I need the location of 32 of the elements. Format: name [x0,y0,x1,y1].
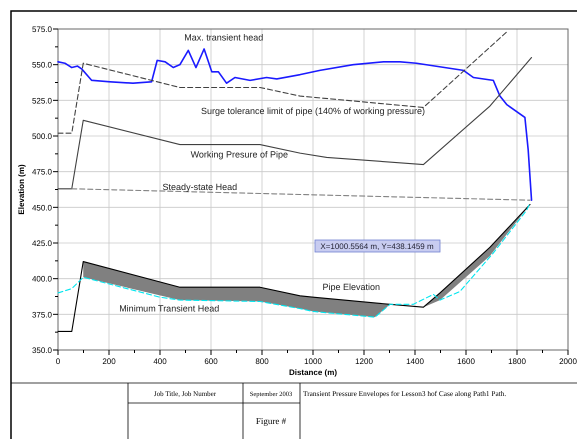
x-tick-label: 1200 [355,357,374,366]
series-label: Minimum Transient Head [119,303,220,314]
x-tick-label: 2000 [559,357,577,366]
text: Figure # [256,416,287,426]
y-tick-label: 425.0 [32,239,53,248]
y-tick-label: 575.0 [32,25,53,34]
x-tick-label: 600 [204,357,218,366]
annotation: X=1000.5564 m, Y=438.1459 m [320,242,434,251]
series-label: Surge tolerance limit of pipe (140% of working pressure) [200,106,426,116]
x-tick-label: 1600 [457,357,476,366]
y-tick-label: 400.0 [32,274,53,284]
x-tick-label: 1400 [406,357,424,366]
x-tick-label: 1800 [508,357,526,366]
series-label: Steady-state Head [162,182,238,192]
y-tick-label: 350.0 [32,346,53,355]
x-axis-title: Distance (m) [288,368,338,377]
x-tick-label: 400 [153,357,168,366]
x-tick-label: 0 [56,357,61,366]
y-tick-label: 450.0 [32,203,53,212]
y-tick-label: 375.0 [32,310,53,320]
series-label: Working Presure of Pipe [190,149,288,160]
y-tick-label: 550.0 [32,60,53,70]
x-tick-label: 200 [102,357,116,366]
x-tick-label: 1000 [304,357,322,366]
series-label: Max. transient head [184,32,264,42]
y-tick-label: 500.0 [32,132,53,141]
series-label: Pipe Elevation [322,282,380,292]
y-tick-label: 475.0 [32,168,53,177]
line-series [57,31,508,134]
y-axis-title: Elevation (m) [17,164,26,215]
x-tick-label: 800 [255,357,270,366]
y-tick-label: 525.0 [32,96,53,106]
